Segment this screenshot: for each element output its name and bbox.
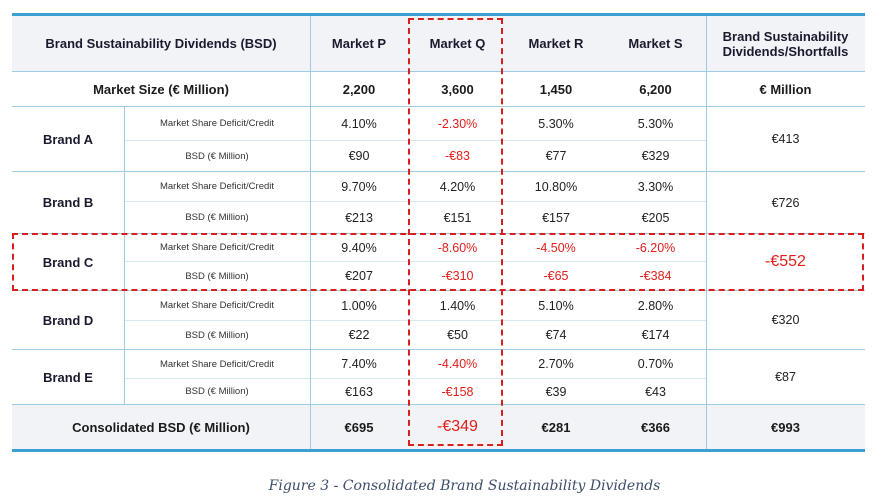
brand-e-share-q: -4.40% [437,357,478,371]
brand-b-share-label: Market Share Deficit/Credit [159,181,275,192]
brand-d-bsd-label: BSD (€ Million) [185,329,249,341]
brand-d-label: Brand D [42,312,94,328]
brand-d-total: €320 [771,313,800,327]
brand-a-bsd-q: -€83 [444,149,471,163]
table-top-rule [12,13,865,16]
brand-a-share-r: 5.30% [538,116,574,131]
consolidated-p: €695 [344,419,374,435]
col-divider-total [706,16,707,449]
brand-b-bsd-q: €151 [443,210,472,225]
consolidated-r: €281 [541,419,571,435]
rule-brand-a-mid [124,140,706,141]
rule-header [12,71,865,72]
header-market-s: Market S [628,36,683,51]
rule-brand-d-mid [124,320,706,321]
market-size-unit: € Million [759,81,812,97]
brand-c-share-q: -8.60% [437,240,478,255]
brand-c-share-label: Market Share Deficit/Credit [159,242,275,253]
header-market-p: Market P [331,36,387,51]
brand-c-bsd-s: -€384 [639,269,672,283]
brand-d-bsd-s: €174 [641,328,670,342]
brand-b-share-q: 4.20% [439,179,476,194]
header-market-q: Market Q [429,36,486,51]
footer-background [12,404,865,449]
rule-brand-d [12,349,865,350]
brand-e-share-r: 2.70% [538,357,574,371]
brand-c-bsd-p: €207 [345,269,373,283]
brand-e-bsd-s: €43 [645,384,666,399]
brand-d-share-label: Market Share Deficit/Credit [159,300,275,311]
brand-e-share-p: 7.40% [341,357,377,371]
brand-e-share-label: Market Share Deficit/Credit [159,358,275,370]
header-total: Brand Sustainability Dividends/Shortfall… [722,28,849,59]
bsd-table: Brand Sustainability Dividends (BSD) Mar… [12,13,865,452]
brand-b-share-s: 3.30% [637,179,674,194]
brand-a-bsd-label: BSD (€ Million) [185,150,249,162]
brand-a-bsd-s: €329 [641,149,670,163]
brand-d-share-q: 1.40% [439,298,476,313]
market-size-r: 1,450 [539,81,573,97]
brand-a-share-p: 4.10% [341,116,377,131]
brand-d-bsd-p: €22 [348,328,370,342]
brand-e-bsd-q: -€158 [441,384,474,399]
market-size-label: Market Size (€ Million) [93,81,229,97]
brand-c-share-r: -4.50% [536,240,576,255]
brand-c-label: Brand C [42,254,94,270]
consolidated-q: -€349 [437,418,478,435]
brand-e-bsd-label: BSD (€ Million) [185,386,249,397]
brand-a-share-label: Market Share Deficit/Credit [159,118,275,129]
brand-a-label: Brand A [42,131,94,147]
brand-a-share-q: -2.30% [437,116,478,131]
figure-caption: Figure 3 - Consolidated Brand Sustainabi… [268,478,661,494]
brand-d-share-s: 2.80% [637,298,674,313]
brand-e-bsd-r: €39 [545,384,567,399]
brand-b-bsd-label: BSD (€ Million) [185,212,249,223]
header-background [12,16,865,72]
col-divider-1 [310,16,311,449]
col-divider-label [124,107,125,404]
brand-e-total: €87 [775,370,796,384]
brand-b-bsd-s: €205 [641,210,670,225]
rule-brand-b-mid [124,201,706,202]
rule-market-size [12,106,865,107]
brand-c-highlight [12,233,864,291]
brand-d-bsd-r: €74 [545,328,567,342]
brand-c-bsd-q: -€310 [441,269,474,283]
header-market-r: Market R [528,36,584,51]
market-size-p: 2,200 [342,81,376,97]
brand-b-bsd-p: €213 [345,210,373,225]
consolidated-total: €993 [771,419,800,435]
brand-a-bsd-r: €77 [545,149,567,163]
brand-d-bsd-q: €50 [447,328,468,342]
consolidated-label: Consolidated BSD (€ Million) [72,419,250,435]
header-title: Brand Sustainability Dividends (BSD) [45,36,277,51]
rule-brand-c-mid [124,261,706,262]
brand-d-share-r: 5.10% [538,298,574,313]
brand-e-bsd-p: €163 [345,384,373,399]
rule-brand-a [12,171,865,172]
brand-b-bsd-r: €157 [542,210,570,225]
brand-d-share-p: 1.00% [341,298,377,313]
brand-c-bsd-r: -€65 [543,269,569,283]
rule-brand-e [12,404,865,405]
brand-c-bsd-label: BSD (€ Million) [185,270,249,282]
brand-c-share-p: 9.40% [341,240,377,255]
brand-e-share-s: 0.70% [637,357,674,371]
market-size-s: 6,200 [639,81,672,97]
brand-a-bsd-p: €90 [348,149,370,163]
brand-b-label: Brand B [42,195,94,210]
brand-c-share-s: -6.20% [635,240,676,255]
table-bottom-rule [12,449,865,452]
brand-b-share-p: 9.70% [341,179,377,194]
brand-b-share-r: 10.80% [534,179,578,194]
brand-c-total: -€552 [765,253,806,270]
rule-brand-e-mid [124,378,706,379]
consolidated-s: €366 [641,419,670,435]
brand-b-total: €726 [771,195,800,210]
market-q-highlight [408,18,503,446]
brand-a-total: €413 [771,132,800,146]
market-size-q: 3,600 [441,81,474,97]
brand-e-label: Brand E [43,369,93,385]
brand-a-share-s: 5.30% [637,116,674,131]
